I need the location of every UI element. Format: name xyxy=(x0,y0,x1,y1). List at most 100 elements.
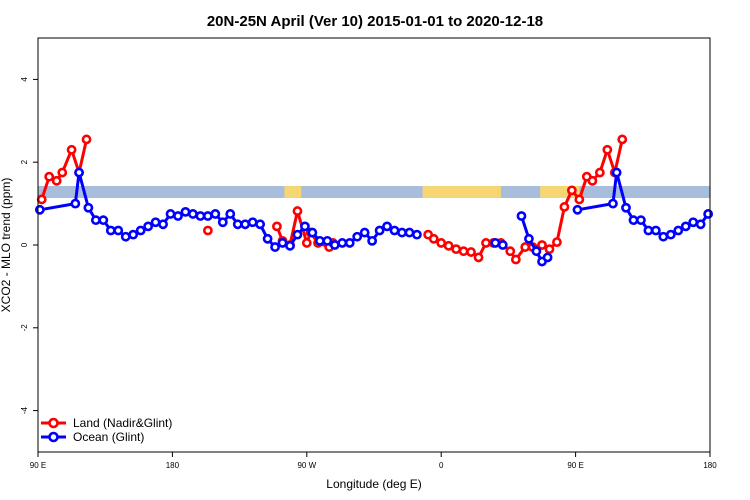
data-point xyxy=(173,211,183,221)
data-point xyxy=(352,231,363,242)
x-axis-label: Longitude (deg E) xyxy=(326,477,421,491)
data-point xyxy=(552,237,562,248)
data-point xyxy=(594,167,605,178)
data-point xyxy=(559,202,570,212)
data-point xyxy=(165,209,176,219)
data-point xyxy=(210,209,221,219)
data-point xyxy=(443,240,454,251)
data-point xyxy=(143,221,154,232)
data-point xyxy=(83,202,94,213)
data-point xyxy=(397,227,407,238)
data-point xyxy=(542,252,553,263)
data-point xyxy=(665,229,676,240)
data-point xyxy=(255,219,266,230)
data-point xyxy=(292,229,303,240)
data-point xyxy=(537,240,547,250)
data-point xyxy=(628,215,639,226)
x-tick-label: 90 E xyxy=(567,461,583,470)
ocean-band xyxy=(38,186,710,198)
land-segment xyxy=(284,186,302,198)
data-point xyxy=(611,167,622,178)
data-point xyxy=(428,233,439,244)
data-point xyxy=(202,211,213,221)
data-point xyxy=(36,194,47,205)
data-point xyxy=(602,144,613,155)
data-point xyxy=(466,247,476,257)
data-point xyxy=(225,209,236,219)
data-point xyxy=(658,231,669,242)
data-point xyxy=(113,225,124,236)
data-point xyxy=(34,204,45,215)
data-point xyxy=(98,215,109,226)
data-point xyxy=(217,217,228,228)
data-point xyxy=(247,217,258,228)
data-point xyxy=(505,246,516,257)
data-point xyxy=(66,144,77,155)
data-point xyxy=(359,227,370,238)
data-point xyxy=(232,219,243,230)
x-tick-label: 90 E xyxy=(30,461,46,470)
series-1 xyxy=(34,167,714,267)
data-point xyxy=(270,242,280,252)
legend-label: Ocean (Glint) xyxy=(73,430,144,444)
data-point xyxy=(566,185,577,196)
data-point xyxy=(329,240,340,250)
data-point xyxy=(650,225,661,236)
data-point xyxy=(680,221,691,232)
y-tick-label: 0 xyxy=(20,242,29,247)
data-point xyxy=(389,225,400,236)
data-point xyxy=(490,238,501,248)
data-point xyxy=(621,202,631,213)
data-point xyxy=(180,206,191,217)
data-point xyxy=(285,240,295,251)
data-point xyxy=(643,225,654,236)
data-point xyxy=(695,219,706,230)
data-point xyxy=(135,225,146,236)
data-point xyxy=(44,171,55,182)
chart-title: 20N-25N April (Ver 10) 2015-01-01 to 202… xyxy=(207,13,543,30)
data-point xyxy=(436,238,447,248)
data-point xyxy=(105,225,116,236)
data-point xyxy=(367,235,378,246)
x-tick-label: 180 xyxy=(703,461,717,470)
legend-swatch-marker xyxy=(48,417,59,429)
data-point xyxy=(195,211,206,221)
data-point xyxy=(337,238,348,248)
data-point xyxy=(240,219,251,230)
y-tick-label: -4 xyxy=(20,406,29,414)
data-point xyxy=(74,167,84,178)
data-point xyxy=(90,215,101,226)
y-tick-label: 4 xyxy=(20,77,29,82)
data-point xyxy=(608,198,618,209)
data-point xyxy=(703,209,714,219)
land-segment xyxy=(422,186,501,198)
data-point xyxy=(277,238,288,248)
data-point xyxy=(510,254,521,265)
data-point xyxy=(451,244,462,255)
data-point xyxy=(374,225,385,236)
data-point xyxy=(574,194,585,205)
data-point xyxy=(51,175,62,186)
data-point xyxy=(516,211,527,221)
series-0 xyxy=(36,134,628,265)
data-point xyxy=(688,217,699,228)
data-point xyxy=(458,246,469,257)
x-axis: 90 E 180 90 W 0 90 E 180 xyxy=(30,452,717,470)
data-point xyxy=(272,221,282,232)
data-point xyxy=(344,238,355,248)
data-point xyxy=(412,229,422,240)
data-point xyxy=(587,175,598,186)
data-point xyxy=(300,221,310,232)
data-point xyxy=(572,204,583,215)
y-axis: -4 -2 0 2 4 xyxy=(20,77,38,414)
data-point xyxy=(520,242,531,252)
land-mask-band xyxy=(38,186,710,198)
legend: Land (Nadir&Glint)Ocean (Glint) xyxy=(41,416,172,444)
data-point xyxy=(301,238,312,248)
data-point xyxy=(673,225,684,236)
y-tick-label: 2 xyxy=(20,159,29,164)
data-point xyxy=(497,240,508,250)
data-point xyxy=(636,215,646,226)
data-point xyxy=(404,227,415,238)
data-point xyxy=(473,252,484,263)
